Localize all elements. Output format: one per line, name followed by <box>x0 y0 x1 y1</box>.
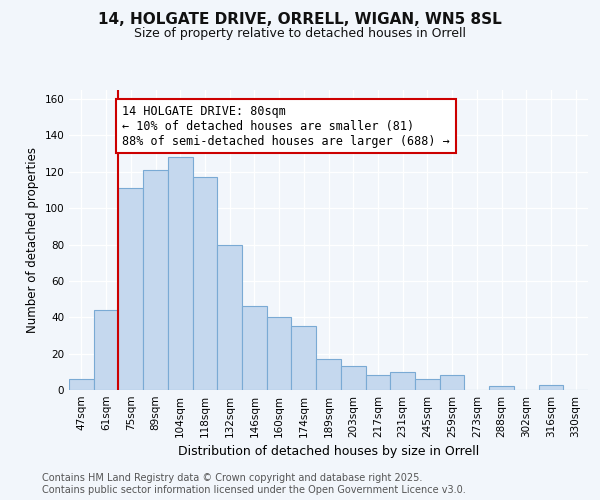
Bar <box>489 386 514 390</box>
Bar <box>143 170 168 390</box>
Bar <box>118 188 143 390</box>
Bar <box>69 379 94 390</box>
Text: Size of property relative to detached houses in Orrell: Size of property relative to detached ho… <box>134 27 466 40</box>
Bar <box>390 372 415 390</box>
Text: 14, HOLGATE DRIVE, ORRELL, WIGAN, WN5 8SL: 14, HOLGATE DRIVE, ORRELL, WIGAN, WN5 8S… <box>98 12 502 28</box>
Bar <box>316 359 341 390</box>
X-axis label: Distribution of detached houses by size in Orrell: Distribution of detached houses by size … <box>178 446 479 458</box>
Text: Contains HM Land Registry data © Crown copyright and database right 2025.
Contai: Contains HM Land Registry data © Crown c… <box>42 474 466 495</box>
Bar <box>539 384 563 390</box>
Bar <box>440 376 464 390</box>
Bar <box>267 318 292 390</box>
Bar <box>193 178 217 390</box>
Bar <box>365 376 390 390</box>
Bar <box>168 158 193 390</box>
Bar <box>94 310 118 390</box>
Bar <box>292 326 316 390</box>
Bar <box>341 366 365 390</box>
Bar <box>217 244 242 390</box>
Y-axis label: Number of detached properties: Number of detached properties <box>26 147 39 333</box>
Bar <box>415 379 440 390</box>
Text: 14 HOLGATE DRIVE: 80sqm
← 10% of detached houses are smaller (81)
88% of semi-de: 14 HOLGATE DRIVE: 80sqm ← 10% of detache… <box>122 104 450 148</box>
Bar <box>242 306 267 390</box>
